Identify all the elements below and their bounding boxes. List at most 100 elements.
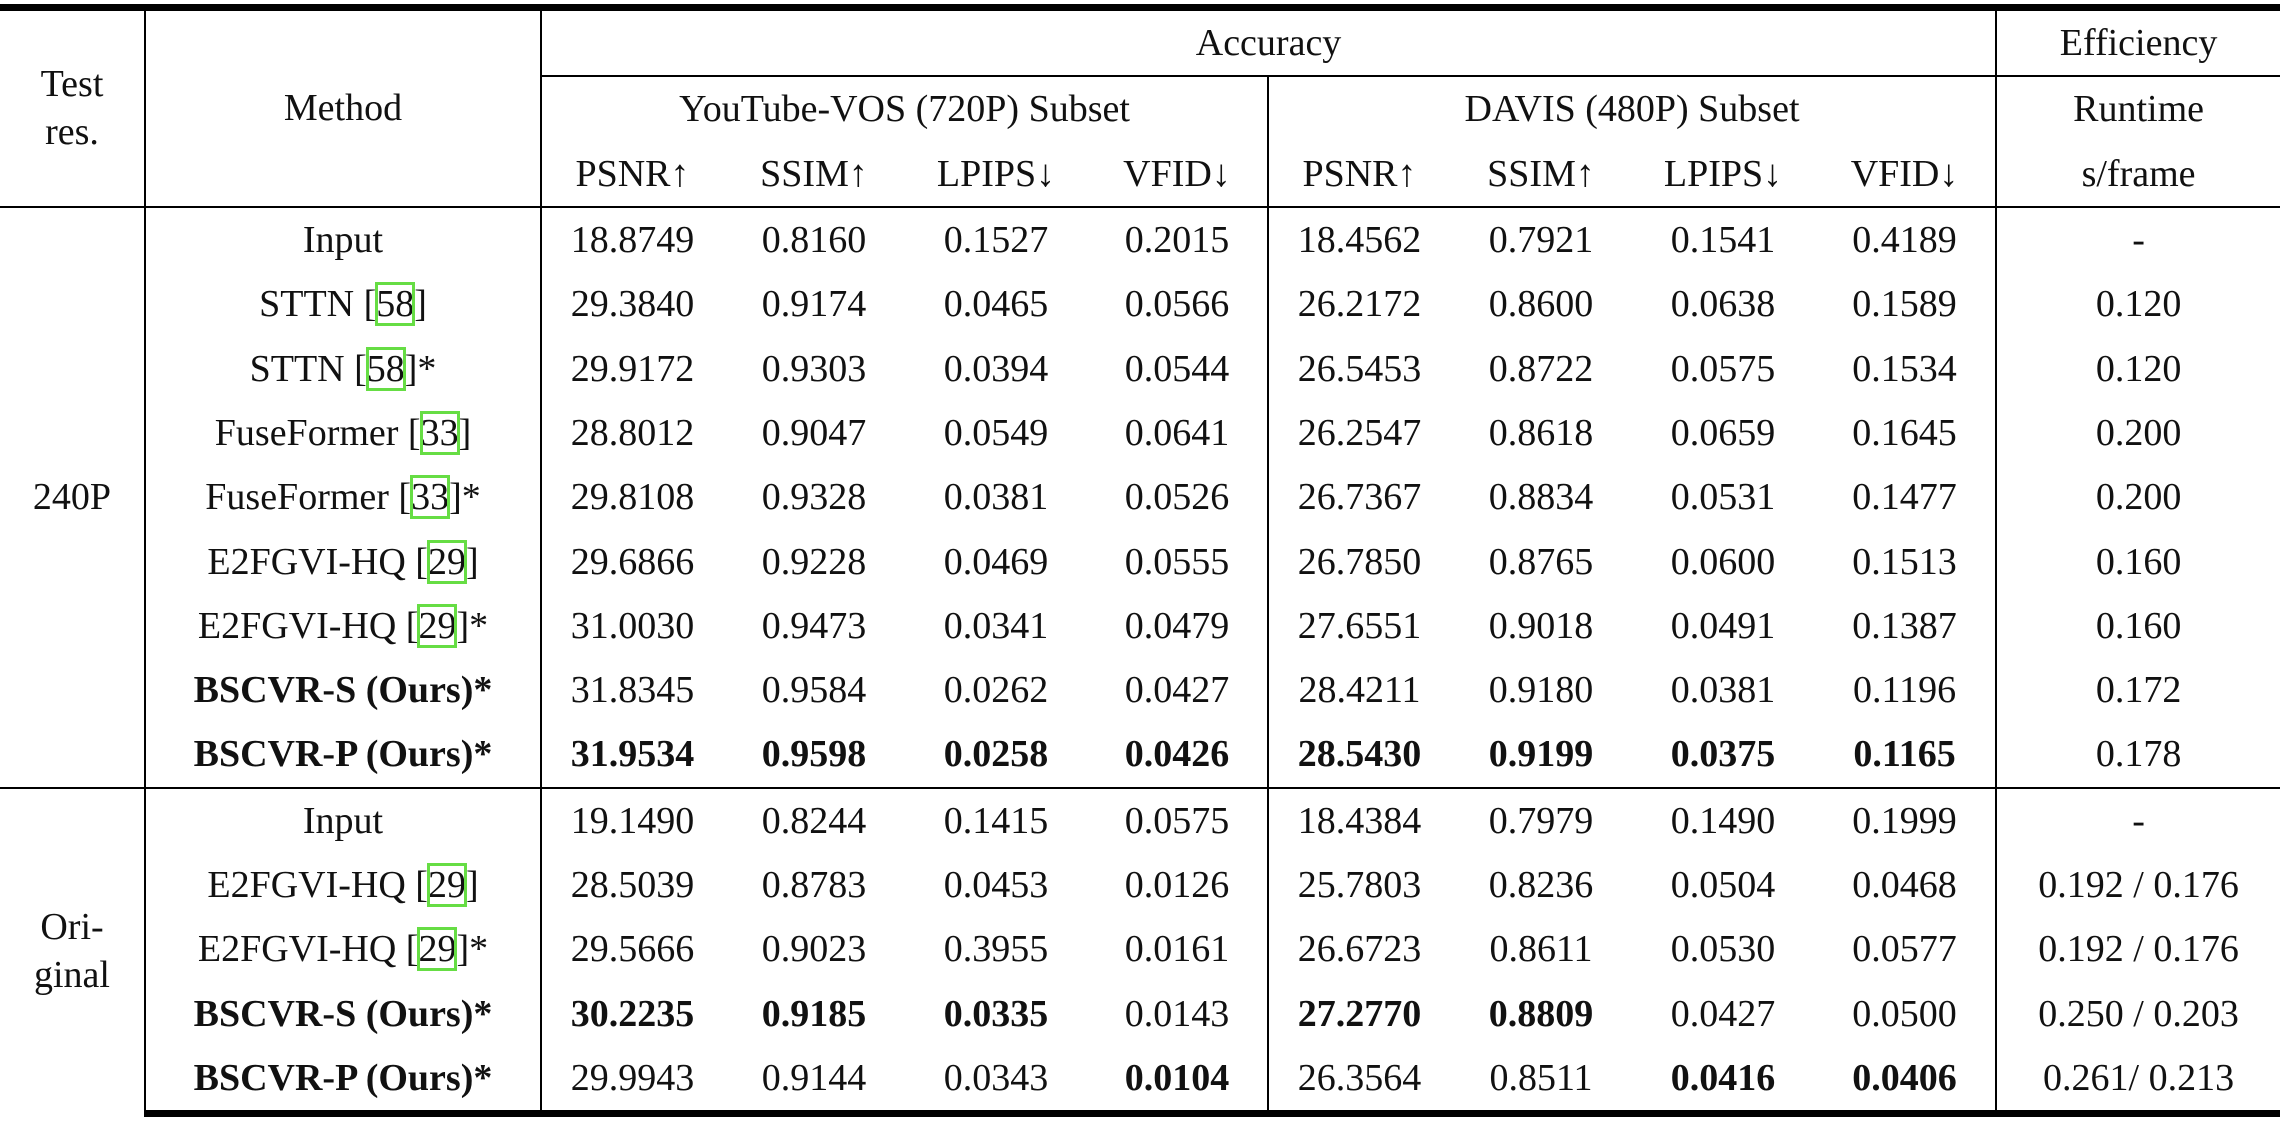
runtime-value: 0.192 / 0.176 (2038, 864, 2239, 906)
metric-value: 0.1645 (1814, 400, 1998, 466)
metric-value: 26.7367 (1297, 476, 1422, 519)
metric-value: 0.0426 (1087, 722, 1269, 788)
metric-value: 0.0381 (1670, 669, 1776, 712)
metric-value: 0.0575 (1670, 347, 1776, 390)
header-unit: s/frame (2081, 152, 2196, 195)
metric-value: 27.6551 (1297, 604, 1422, 647)
metric-value: 0.0262 (943, 669, 1049, 712)
citation: 33 (410, 475, 451, 520)
metric-value: 0.8834 (1488, 476, 1594, 519)
metric-value: 0.1490 (1632, 786, 1814, 853)
metric-value: 26.2547 (1297, 411, 1422, 454)
metric-value: 28.5430 (1297, 733, 1422, 776)
metric-value: 0.0600 (1670, 540, 1776, 583)
runtime-value: 0.192 / 0.176 (2038, 928, 2239, 971)
metric-value: 26.5453 (1297, 347, 1422, 390)
header-method: Method (145, 3, 542, 207)
header-dataset: DAVIS (480P) Subset (1268, 76, 1998, 142)
metric-value: 0.0638 (1670, 283, 1776, 326)
table-row: 240P Input 18.8749 0.8160 0.1527 0.2015 18.456… (0, 205, 2280, 788)
metric-value: 0.0555 (1087, 529, 1269, 594)
metric-value: 0.8511 (1450, 1045, 1632, 1118)
metric-value: 0.1513 (1814, 529, 1998, 594)
method-name: FuseFormer [33]* (145, 465, 542, 530)
metric-value: 0.0416 (1632, 1045, 1814, 1118)
method-name: E2FGVI-HQ [29]* (145, 917, 542, 982)
metric-value: 0.1541 (1632, 205, 1814, 273)
metric-value: 18.8749 (541, 205, 723, 273)
metric-value: 0.8244 (723, 786, 905, 853)
metric-value: 0.2015 (1087, 205, 1269, 273)
runtime-value: 0.200 (2095, 476, 2182, 519)
metric-value: 0.9303 (761, 347, 867, 390)
metric-value: 18.4562 (1268, 205, 1450, 273)
metric-value: 0.8809 (1488, 992, 1594, 1035)
metric-value: 0.8618 (1488, 411, 1594, 454)
method-name: Input (145, 205, 542, 273)
metric-value: 0.8765 (1488, 540, 1594, 583)
method-name: E2FGVI-HQ [29] (145, 529, 542, 594)
method-name: E2FGVI-HQ [29]* (145, 593, 542, 658)
runtime-value: - (1996, 786, 2280, 853)
metric-value: 31.8345 (570, 669, 695, 712)
metric-value: 29.9943 (541, 1045, 723, 1118)
metric-value: 0.0659 (1670, 411, 1776, 454)
metric-value: 26.2172 (1297, 283, 1422, 326)
metric-value: 0.0453 (943, 864, 1049, 906)
metric-value: 0.0161 (1087, 917, 1269, 982)
metric-value: 0.0641 (1087, 400, 1269, 466)
header-metric: SSIM↑ (1487, 152, 1595, 195)
metric-value: 0.0566 (1087, 272, 1269, 337)
header-metric: SSIM↑ (760, 152, 868, 195)
metric-value: 29.5666 (570, 928, 695, 971)
method-name: BSCVR-S (Ours)* (145, 657, 542, 723)
header-metric: PSNR↑ (1302, 152, 1417, 195)
metric-value: 27.2770 (1297, 992, 1422, 1035)
runtime-value: 0.261/ 0.213 (1996, 1045, 2280, 1118)
metric-value: 0.0577 (1814, 917, 1998, 982)
method-name: BSCVR-S (Ours)* (145, 981, 542, 1046)
metric-value: 0.0500 (1814, 981, 1998, 1046)
metric-value: 0.0544 (1087, 336, 1269, 401)
citation: 58 (365, 346, 406, 391)
metric-value: 0.0479 (1087, 593, 1269, 658)
metric-value: 0.0531 (1670, 476, 1776, 519)
metric-value: 0.0465 (943, 283, 1049, 326)
metric-value: 31.9534 (570, 733, 695, 776)
metric-value: 0.0375 (1670, 733, 1776, 776)
method-name: STTN [58] (145, 272, 542, 337)
header-metric: VFID↓ (1814, 141, 1998, 207)
metric-value: 28.5039 (570, 864, 695, 906)
citation: 58 (375, 282, 416, 327)
table-row: BSCVR-P (Ours)* 29.9943 0.9144 0.0343 0.0104… (0, 1045, 2280, 1118)
metric-value: 0.0491 (1670, 604, 1776, 647)
table-row: BSCVR-P (Ours)* 31.9534 0.9598 0.0258 0.0426… (0, 722, 2280, 788)
table-row: STTN [58]* 29.9172 0.9303 0.0394 0.0544 26.54… (0, 336, 2280, 401)
metric-value: 28.4211 (1298, 669, 1421, 712)
runtime-value: 0.178 (2095, 733, 2182, 776)
runtime-value: 0.172 (2095, 669, 2182, 712)
group-label: 240P (0, 205, 146, 788)
table-row: E2FGVI-HQ [29]* 31.0030 0.9473 0.0341 0.0479… (0, 593, 2280, 658)
metric-value: 0.9144 (723, 1045, 905, 1118)
metric-value: 0.1477 (1814, 465, 1998, 530)
table-body: Test res. Method Accuracy Efficiency YouTube… (0, 3, 2280, 1118)
table-row: E2FGVI-HQ [29] 28.5039 0.8783 0.0453 0.0126 2… (0, 852, 2280, 918)
metric-value: 0.0504 (1670, 864, 1776, 906)
metric-value: 0.0468 (1814, 852, 1998, 918)
metric-value: 0.0335 (943, 992, 1049, 1035)
metric-value: 0.0394 (943, 347, 1049, 390)
runtime-value: 0.250 / 0.203 (2038, 992, 2239, 1035)
metric-value: 29.6866 (570, 540, 695, 583)
metric-value: 0.8722 (1488, 347, 1594, 390)
metric-value: 29.3840 (570, 283, 695, 326)
header-accuracy: Accuracy (541, 4, 1998, 78)
header-metric: PSNR↑ (575, 152, 690, 195)
metric-value: 0.9228 (761, 540, 867, 583)
header-metric: LPIPS↓ (1663, 152, 1783, 195)
metric-value: 0.7979 (1450, 786, 1632, 853)
table-row: Test res. Method Accuracy Efficiency (0, 3, 2280, 207)
citation: 29 (426, 539, 467, 584)
header-runtime: Runtime (2073, 88, 2204, 131)
metric-value: 0.9047 (761, 411, 867, 454)
